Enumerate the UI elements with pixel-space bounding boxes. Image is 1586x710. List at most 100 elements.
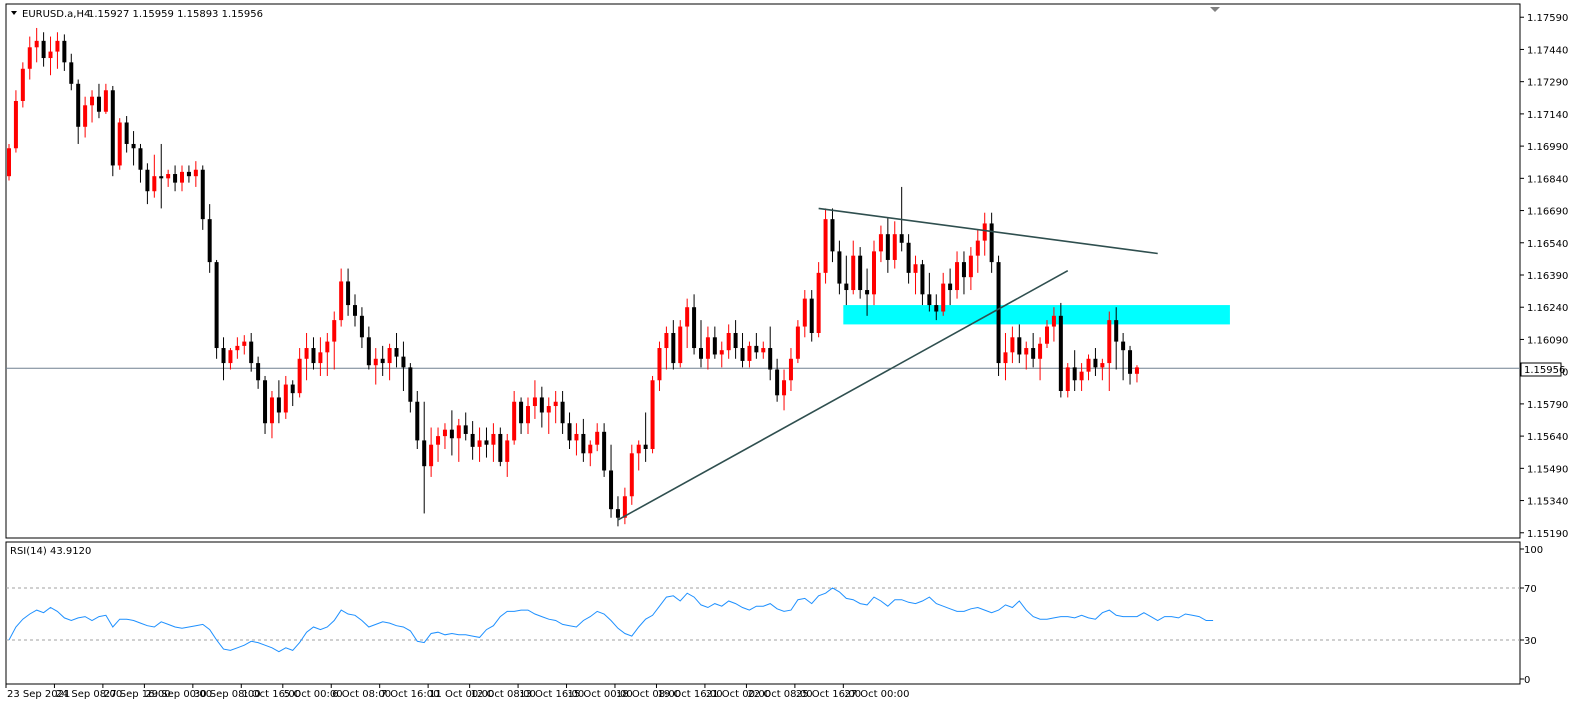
- candle: [48, 36, 53, 76]
- candle-body: [664, 333, 669, 349]
- candle-body: [775, 369, 780, 396]
- candle-body: [823, 219, 828, 273]
- candle-body: [456, 425, 461, 439]
- candle: [553, 391, 558, 424]
- candle: [276, 380, 281, 424]
- candle: [595, 423, 600, 452]
- candle: [138, 143, 143, 183]
- candle: [1114, 307, 1119, 370]
- candle: [332, 311, 337, 370]
- candle: [110, 85, 115, 177]
- candle: [913, 255, 918, 295]
- candle: [733, 320, 738, 359]
- candle-body: [989, 223, 994, 263]
- rsi-pane[interactable]: [5, 541, 1521, 685]
- price-axis-tick: 1.15640: [1527, 432, 1568, 443]
- candle: [249, 333, 254, 372]
- price-tag-text: 1.15956: [1524, 365, 1565, 376]
- price-axis-tick: 1.17140: [1527, 110, 1568, 121]
- candle-body: [788, 358, 793, 381]
- candle-body: [48, 51, 53, 59]
- candle-body: [927, 294, 932, 306]
- candle-body: [629, 453, 634, 497]
- candle-body: [754, 345, 759, 353]
- candle: [830, 208, 835, 263]
- time-axis-tick: 30 Sep 08:00: [194, 689, 261, 700]
- price-pane[interactable]: [5, 3, 1521, 539]
- candle-body: [650, 380, 655, 449]
- candle: [636, 440, 641, 471]
- candle-body: [498, 433, 503, 462]
- candle: [256, 356, 261, 389]
- zone-layer: [843, 305, 1230, 325]
- candle-body: [166, 174, 171, 179]
- candle: [491, 423, 496, 462]
- time-axis-tick: 12 Oct 08:00: [471, 689, 536, 700]
- candle: [103, 83, 108, 114]
- candle: [885, 217, 890, 273]
- candle: [650, 375, 655, 454]
- candle: [699, 320, 703, 368]
- candle-body: [228, 350, 233, 364]
- candle: [788, 348, 793, 391]
- candle: [463, 412, 468, 441]
- rising-trendline[interactable]: [617, 270, 1069, 521]
- price-axis-tick: 1.15490: [1527, 464, 1568, 475]
- candle-body: [602, 431, 607, 471]
- candle: [27, 36, 32, 80]
- candle: [1058, 302, 1063, 398]
- candle: [180, 165, 184, 192]
- candle-body: [588, 444, 593, 454]
- candle: [761, 341, 766, 359]
- candle: [1093, 348, 1098, 376]
- candle: [1100, 358, 1105, 381]
- falling-trendline[interactable]: [818, 207, 1158, 255]
- price-axis-tick: 1.17440: [1527, 45, 1568, 56]
- candle: [304, 333, 309, 381]
- candle-body: [27, 47, 32, 69]
- candle-body: [802, 298, 807, 327]
- candle-body: [567, 423, 572, 441]
- support-resistance-zone[interactable]: [843, 305, 1230, 325]
- candle: [768, 326, 773, 381]
- candle: [1038, 337, 1043, 381]
- candle-body: [913, 264, 918, 273]
- candle-body: [892, 234, 897, 260]
- candle: [498, 427, 503, 467]
- candle: [20, 62, 25, 108]
- candle-body: [436, 436, 441, 445]
- candle-body: [795, 326, 800, 359]
- chart-menu-triangle-icon[interactable]: [11, 11, 17, 15]
- rsi-line[interactable]: [8, 587, 1214, 653]
- time-axis-tick: 13 Oct 16:00: [519, 689, 584, 700]
- candle: [546, 397, 551, 434]
- candle: [442, 423, 447, 449]
- candle: [408, 363, 413, 413]
- candle: [581, 418, 586, 462]
- candle: [290, 380, 295, 407]
- candle-body: [470, 433, 475, 447]
- candle-body: [69, 62, 74, 84]
- candle-body: [865, 290, 870, 295]
- candle: [512, 391, 517, 445]
- candle-body: [747, 345, 752, 361]
- candle-body: [124, 122, 129, 144]
- candle: [311, 337, 316, 370]
- candle: [996, 255, 1001, 376]
- candle: [318, 337, 323, 376]
- candle-body: [968, 255, 973, 278]
- candle-body: [283, 384, 288, 413]
- candle-body: [297, 358, 302, 394]
- candle-body: [809, 298, 814, 333]
- candle-body: [449, 429, 454, 439]
- candle: [173, 165, 178, 192]
- candle: [339, 268, 344, 327]
- candle: [685, 298, 690, 349]
- candle: [961, 251, 966, 295]
- candle-body: [408, 367, 413, 402]
- candle: [359, 307, 364, 349]
- candle: [1031, 333, 1036, 368]
- candle-body: [671, 333, 676, 364]
- chart-shift-marker-icon[interactable]: [1210, 7, 1220, 12]
